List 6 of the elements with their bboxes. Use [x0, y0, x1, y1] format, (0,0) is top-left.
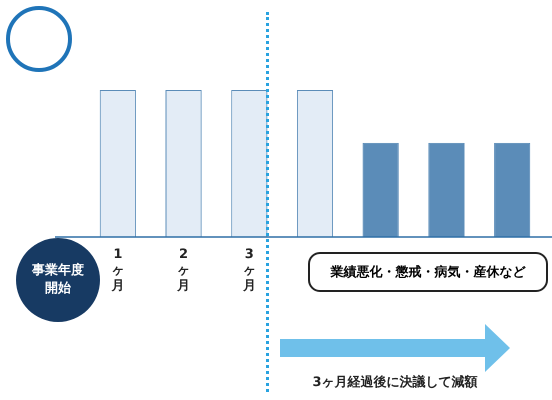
text: 事業年度開始 [31, 262, 85, 298]
x-tick-label: 1ヶ月 [110, 247, 124, 294]
x-tick-label: 3ヶ月 [242, 247, 256, 294]
text: 3ヶ月経過後に決議して減額 [312, 375, 478, 390]
text: 業績悪化・懲戒・病気・産休など [330, 264, 526, 281]
x-tick-label: 2ヶ月 [176, 247, 190, 294]
